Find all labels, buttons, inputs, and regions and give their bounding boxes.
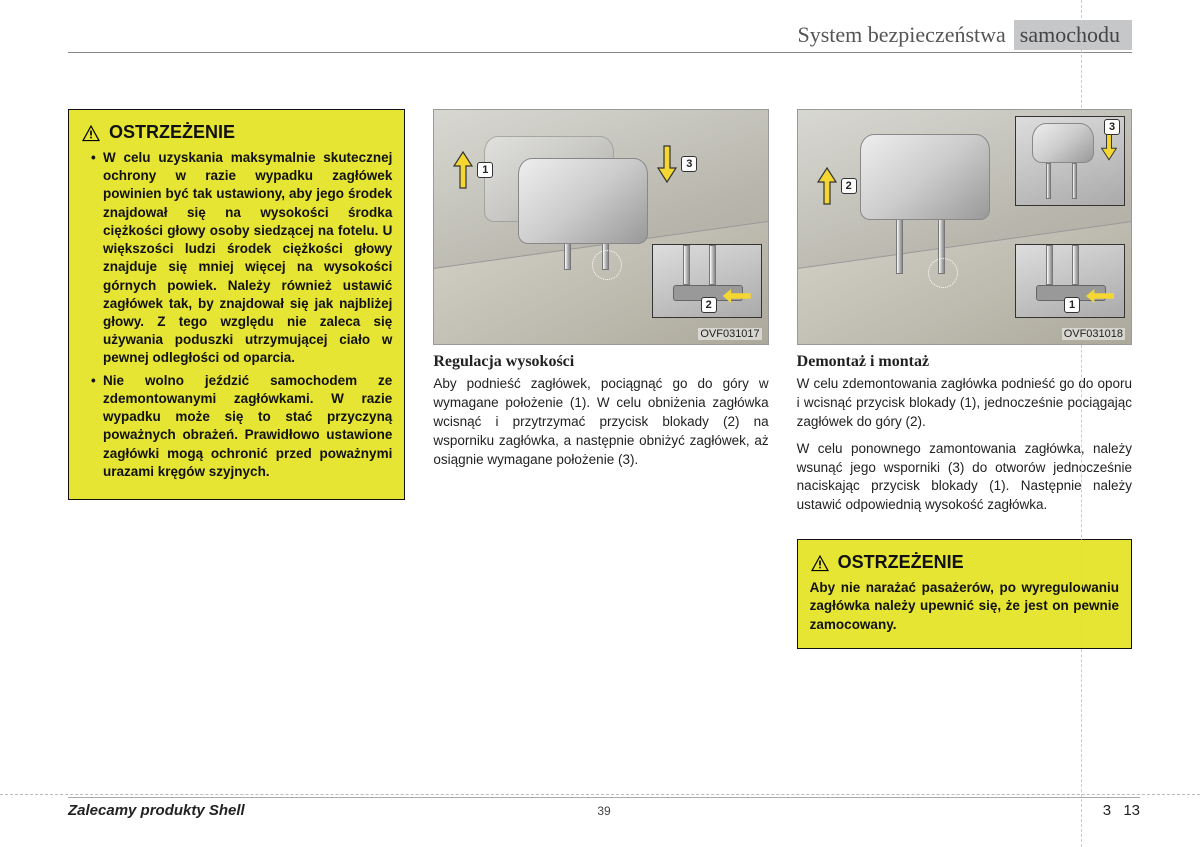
headrest-main (518, 158, 648, 244)
down-arrow-icon (656, 144, 678, 184)
warning-body: Aby nie narażać pasażerów, po wyregulowa… (810, 579, 1119, 634)
page-header: System bezpieczeństwa samochodu (68, 20, 1132, 53)
footer-section: 3 (1103, 802, 1111, 819)
callout-number: 2 (841, 178, 857, 194)
page: System bezpieczeństwa samochodu OSTRZEŻE… (0, 0, 1200, 847)
headrest-post (1046, 245, 1053, 285)
arrow-up-2: 2 (816, 166, 857, 206)
figure-remove-install: 2 3 1 OVF031 (797, 109, 1132, 345)
up-arrow-icon (452, 150, 474, 190)
figure-code-label: OVF031018 (1062, 328, 1125, 340)
content-row: OSTRZEŻENIE W celu uzyskania maksymalnie… (68, 109, 1132, 649)
callout-number: 1 (477, 162, 493, 178)
header-title-tab: samochodu (1014, 20, 1132, 50)
column-left: OSTRZEŻENIE W celu uzyskania maksymalnie… (68, 109, 405, 649)
horizontal-crop-guide (0, 794, 1200, 795)
headrest-post (683, 245, 690, 285)
callout-number: 3 (1104, 119, 1120, 135)
warning-title-row: OSTRZEŻENIE (81, 122, 392, 143)
arrow-up-1: 1 (452, 150, 493, 190)
headrest-post (1072, 163, 1077, 199)
headrest-small (1032, 123, 1094, 163)
warning-triangle-icon (810, 554, 830, 572)
arrow-down-3: 3 (656, 144, 697, 184)
warning-body: W celu uzyskania maksymalnie skutecznej … (81, 149, 392, 481)
lock-indicator-circle (928, 258, 958, 288)
warning-triangle-icon (81, 124, 101, 142)
section-title: Regulacja wysokości (433, 353, 768, 371)
column-middle: 1 3 2 OVF031017 Regulacja wysokoś (433, 109, 768, 649)
inset-lock-button: 1 (1015, 244, 1125, 318)
warning-item: W celu uzyskania maksymalnie skutecznej … (91, 149, 392, 368)
callout-number: 2 (701, 297, 717, 313)
figure-code-label: OVF031017 (698, 328, 761, 340)
figure-height-adjust: 1 3 2 OVF031017 (433, 109, 768, 345)
headrest-post (709, 245, 716, 285)
body-text: Aby podnieść zagłówek, pociągnąć go do g… (433, 375, 768, 469)
callout-number: 3 (681, 156, 697, 172)
headrest-post (1072, 245, 1079, 285)
headrest-post (1046, 163, 1051, 199)
warning-title: OSTRZEŻENIE (109, 122, 235, 143)
footer-brand-text: Zalecamy produkty Shell (68, 802, 245, 819)
footer-page: 13 (1123, 802, 1140, 819)
warning-box-main: OSTRZEŻENIE W celu uzyskania maksymalnie… (68, 109, 405, 500)
up-arrow-icon (816, 166, 838, 206)
warning-title: OSTRZEŻENIE (838, 552, 964, 573)
inset-lock-button: 2 (652, 244, 762, 318)
headrest-main (860, 134, 990, 220)
warning-title-row: OSTRZEŻENIE (810, 552, 1119, 573)
header-title-left: System bezpieczeństwa (797, 22, 1007, 48)
footer-section-page: 3 13 (1103, 802, 1140, 819)
page-footer: Zalecamy produkty Shell 39 3 13 (68, 797, 1140, 819)
footer-page-number: 39 (597, 804, 610, 818)
callout-number: 1 (1064, 297, 1080, 313)
inset-headrest-install: 3 (1015, 116, 1125, 206)
warning-item: Nie wolno jeździć samochodem ze zdemonto… (91, 372, 392, 481)
